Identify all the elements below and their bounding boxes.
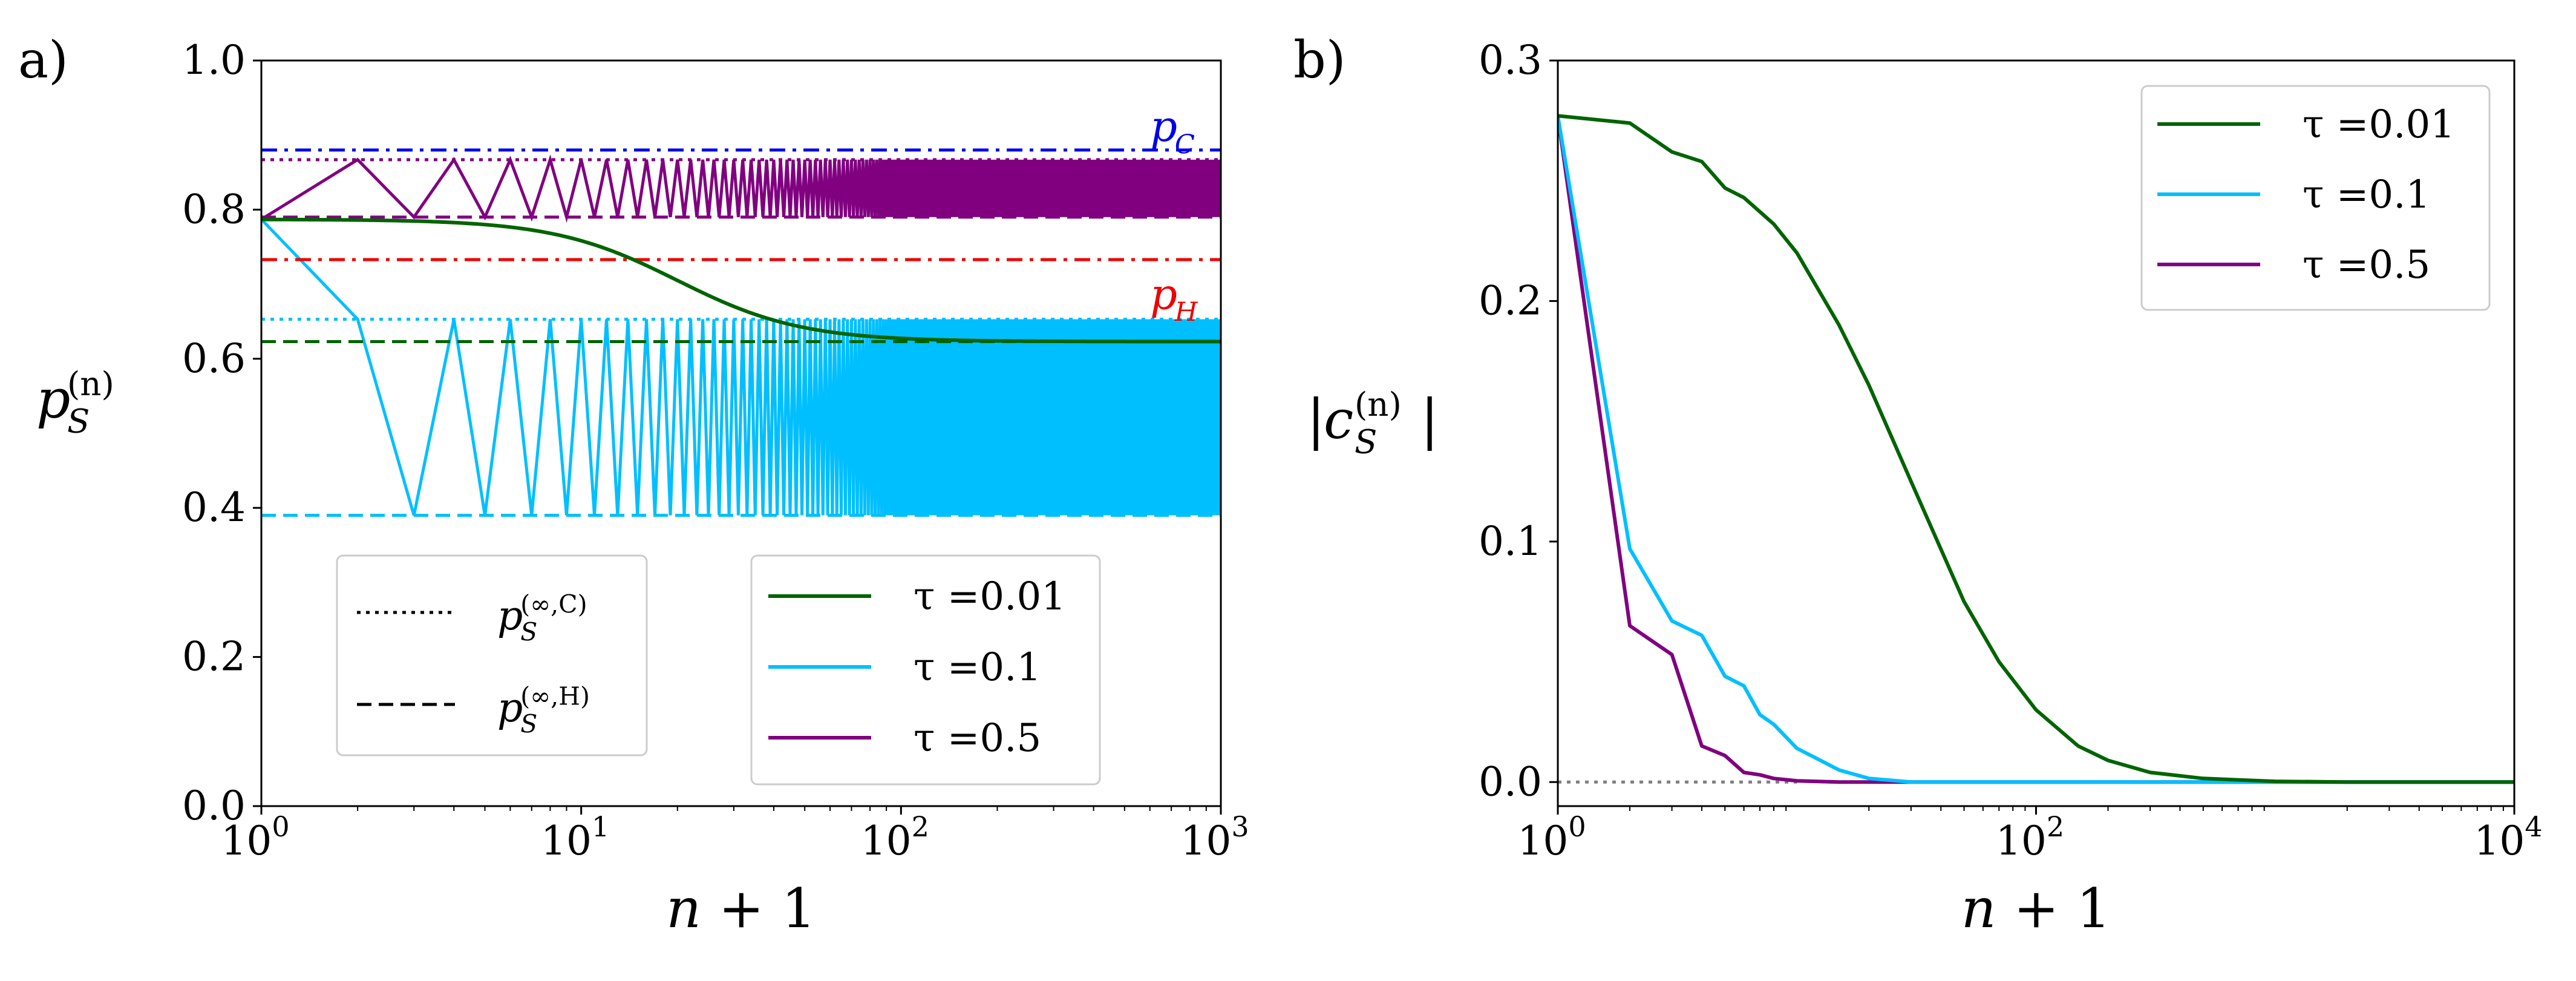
panel-a-ytick-label-5: 1.0 xyxy=(182,37,246,84)
panel-b-ylabel-inner-main: c xyxy=(1324,389,1353,451)
annotation-p-H-sub: H xyxy=(1174,297,1198,327)
panel-a-series-legend: τ =0.01 τ =0.1 τ =0.5 xyxy=(750,554,1101,786)
panel-b-ytick-label-3: 0.3 xyxy=(1479,37,1542,84)
panel-b-xlabel-var: n xyxy=(1961,877,1996,940)
panel-b-xtick-exp-0: 0 xyxy=(1568,810,1586,843)
annotation-p-C-sub: C xyxy=(1175,130,1195,160)
panel-a-series-legend-box xyxy=(750,554,1101,786)
style-legend-label-dotted-text: pS(∞,C) xyxy=(497,589,587,646)
panel-a-ylabel-text: pS(n) xyxy=(36,364,114,441)
annotation-p-C-text: pC xyxy=(1150,102,1195,160)
panel-b-xtick-label-1: 102 xyxy=(1996,810,2064,864)
panel-a-xtick-label-1: 101 xyxy=(541,810,609,864)
panel-b-series-legend-box xyxy=(2140,85,2491,311)
panel-a-xtick-exp-3: 3 xyxy=(1231,810,1249,843)
panel-a-style-legend: pS(∞,C)pS(∞,H) xyxy=(336,554,648,756)
series-legend-label-b-0: τ =0.01 xyxy=(2303,102,2455,147)
panel-b-xtick-base-1: 10 xyxy=(1996,818,2047,864)
panel-b-xtick-label-2: 104 xyxy=(2474,810,2542,864)
panel-b-plot-area xyxy=(1558,114,2514,784)
series-line-b-τ =0.01 xyxy=(1558,114,2514,784)
panel-a-ytick-label-0: 0.0 xyxy=(182,783,246,829)
annotation-p-H: pH xyxy=(1150,269,1198,327)
panel-a-xlabel-rest: + 1 xyxy=(701,877,816,940)
annotation-p-H-text: pH xyxy=(1150,269,1198,327)
panel-a-xtick-exp-1: 1 xyxy=(592,810,609,843)
panel-b-ylabel: |cS(n) | xyxy=(1307,385,1439,461)
panel-a-ylabel-sup: (n) xyxy=(67,364,114,403)
series-legend-label-b-2: τ =0.5 xyxy=(2303,243,2430,287)
panel-b-xtick-exp-2: 4 xyxy=(2525,810,2542,843)
panel-a-ytick-label-2: 0.4 xyxy=(182,484,246,531)
panel-b-label: b) xyxy=(1293,30,1346,90)
panel-b-xtick-label-0: 100 xyxy=(1517,810,1586,864)
panel-b-xtick-base-0: 10 xyxy=(1517,818,1568,864)
panel-b-ytick-label-2: 0.2 xyxy=(1479,277,1542,324)
panel-a-xtick-base-2: 10 xyxy=(861,818,912,864)
panel-a-xtick-base-1: 10 xyxy=(541,818,592,864)
panel-a-ytick-label-4: 0.8 xyxy=(182,186,246,232)
panel-b-series-legend: τ =0.01 τ =0.1 τ =0.5 xyxy=(2140,85,2491,311)
panel-a-ytick-label-1: 0.2 xyxy=(182,634,246,680)
series-legend-label-a-2: τ =0.5 xyxy=(914,716,1041,761)
series-legend-label-a-1: τ =0.1 xyxy=(914,645,1041,690)
panel-a-xtick-label-0: 100 xyxy=(221,810,289,864)
panel-b-xtick-base-2: 10 xyxy=(2474,818,2525,864)
annotation-p-C-main: p xyxy=(1150,102,1177,151)
style-legend-label-dotted-sub: S xyxy=(520,617,537,646)
series-legend-label-a-0: τ =0.01 xyxy=(914,574,1066,619)
series-line-a-τ =0.5 xyxy=(261,154,1221,223)
series-line-a-τ =0.1 xyxy=(261,218,1221,516)
panel-a-xtick-base-0: 10 xyxy=(221,818,272,864)
panel-b-xtick-exp-1: 2 xyxy=(2047,810,2064,843)
panel-a-style-legend-box xyxy=(336,554,648,756)
style-legend-label-dashed: pS(∞,H) xyxy=(497,681,590,738)
series-line-a-τ =0.01 xyxy=(261,217,1221,344)
annotation-p-H-main: p xyxy=(1150,269,1177,319)
panel-a-ytick-label-3: 0.6 xyxy=(182,335,246,382)
panel-b-ylabel-inner-sup: (n) xyxy=(1355,385,1402,424)
panel-b-ytick-label-0: 0.0 xyxy=(1479,758,1542,805)
style-legend-label-dotted-sup: (∞,C) xyxy=(520,589,587,618)
panel-a-xtick-label-3: 103 xyxy=(1180,810,1249,864)
panel-b-xlabel: n + 1 xyxy=(1961,877,2111,940)
panel-a-ylabel: pS(n) xyxy=(36,364,114,441)
style-legend-label-dotted-main: p xyxy=(497,592,523,639)
style-legend-label-dashed-main: p xyxy=(497,684,523,731)
panel-a-ylabel-sub: S xyxy=(67,402,90,441)
series-line-b-τ =0.1 xyxy=(1558,115,2514,784)
style-legend-label-dashed-text: pS(∞,H) xyxy=(497,681,590,738)
panel-b-ylabel-bar-left: | xyxy=(1307,388,1325,451)
annotation-p-C: pC xyxy=(1150,102,1195,160)
style-legend-label-dashed-sup: (∞,H) xyxy=(520,681,590,710)
panel-a-axes-frame xyxy=(260,59,1222,807)
style-legend-label-dashed-sub: S xyxy=(520,709,537,738)
panel-a-xlabel-var: n xyxy=(666,877,701,940)
series-legend-label-b-1: τ =0.1 xyxy=(2303,172,2430,217)
panel-b-ylabel-inner-text: cS(n) xyxy=(1324,385,1402,461)
panel-a-label: a) xyxy=(18,30,68,90)
panel-a-xtick-exp-0: 0 xyxy=(272,810,289,843)
panel-b-xlabel-rest: + 1 xyxy=(1996,877,2111,940)
panel-a-xtick-base-3: 10 xyxy=(1180,818,1231,864)
series-line-b-τ =0.5 xyxy=(1558,115,2514,784)
panel-a-plot-area xyxy=(261,148,1221,517)
panel-b-ylabel-inner: cS(n) xyxy=(1324,385,1402,461)
panel-a-ylabel-main: p xyxy=(36,368,70,430)
style-legend-label-dotted: pS(∞,C) xyxy=(497,589,587,646)
panel-b-ytick-label-1: 0.1 xyxy=(1479,518,1542,565)
panel-b-ylabel-bar-right: | xyxy=(1420,388,1439,451)
panel-a-xtick-label-2: 102 xyxy=(861,810,929,864)
panel-a-xlabel: n + 1 xyxy=(666,877,816,940)
panel-a-xtick-exp-2: 2 xyxy=(912,810,929,843)
panel-b-ylabel-inner-sub: S xyxy=(1355,422,1377,461)
